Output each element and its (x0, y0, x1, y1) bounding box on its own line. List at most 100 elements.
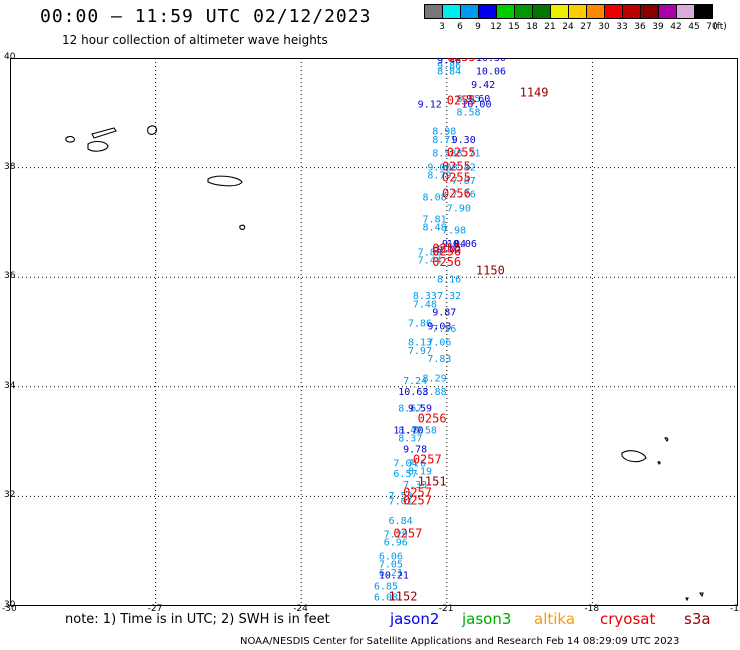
color-swatch (424, 4, 443, 19)
color-swatch (460, 4, 479, 19)
wave-height-label: 8.88 (423, 387, 447, 398)
longitude-tick-label: -21 (438, 604, 454, 614)
wave-height-label: 9.60 (466, 94, 490, 105)
color-scale-label: 3 (439, 22, 445, 32)
longitude-tick-label: -18 (584, 604, 600, 614)
wave-height-label: 7.97 (408, 346, 432, 357)
color-scale-label: 6 (457, 22, 463, 32)
track-id-label: 0255 (442, 159, 471, 173)
wave-height-label: 7.33 (403, 480, 427, 491)
color-scale-label: 36 (634, 22, 646, 32)
wave-height-label: 7.6 (408, 458, 426, 469)
latitude-tick-label: 34 (4, 380, 16, 391)
wave-height-label: 9.87 (432, 308, 456, 319)
color-swatch (622, 4, 641, 19)
color-swatch (568, 4, 587, 19)
color-scale-label: 33 (616, 22, 628, 32)
color-scale-label: 18 (526, 22, 538, 32)
wave-height-label: 10.63 (398, 387, 428, 398)
wave-height-label: 7.24 (403, 376, 427, 387)
track-id-label: 0256 (418, 411, 447, 425)
coastline (664, 437, 669, 442)
wave-height-label: 8.29 (423, 373, 447, 384)
legend-item-jason3: jason3 (462, 610, 512, 628)
wave-height-map: 9.868.848.988.718.589.008.798.087.818.48… (10, 58, 738, 606)
wave-height-label: 6.85 (374, 582, 398, 593)
map-title: 00:00 — 11:59 UTC 02/12/2023 (40, 6, 372, 27)
color-scale-label: 30 (598, 22, 610, 32)
wave-height-label: 8.19 (408, 466, 432, 477)
wave-height-label: 9.04 (442, 239, 466, 250)
coastline (91, 127, 117, 139)
wave-height-label: 10.30 (476, 58, 506, 64)
wave-height-label: 7.44 (418, 256, 442, 267)
wave-height-label: 11.70 (393, 425, 423, 436)
color-swatch (532, 4, 551, 19)
satellite-legend: jason2 jason3 altika cryosat s3a (390, 610, 735, 632)
track-id-label: 0256 (442, 187, 471, 201)
wave-height-label: 7.56 (432, 324, 456, 335)
wave-height-label: 9.12 (418, 99, 442, 110)
track-id-label: 0257 (413, 453, 442, 467)
wave-height-label: 8.42 (452, 162, 476, 173)
color-swatch (658, 4, 677, 19)
wave-height-label: 7.29 (384, 530, 408, 541)
wave-height-label: 7.90 (447, 203, 471, 214)
wave-height-label: 7.98 (442, 225, 466, 236)
wave-height-label: 6.57 (393, 469, 417, 480)
wave-height-label: 9.02 (437, 245, 461, 256)
coastline (621, 450, 647, 463)
wave-height-label: 7.05 (379, 560, 403, 571)
track-id-label: 0255 (447, 94, 476, 108)
track-id-label: 0257 (403, 494, 432, 508)
coastline (87, 141, 109, 152)
color-scale-label: 27 (580, 22, 592, 32)
wave-height-label: 7.86 (408, 319, 432, 330)
wave-height-label: 8.16 (437, 275, 461, 286)
track-id-label: 0257 (403, 485, 432, 499)
wave-height-label: 8.79 (427, 171, 451, 182)
wave-height-label: 6.06 (379, 551, 403, 562)
coastline (239, 224, 246, 230)
color-scale-label: 12 (490, 22, 502, 32)
wave-height-label: 10.06 (476, 66, 506, 77)
wave-height-label: 7.76 (452, 190, 476, 201)
wave-height-label: 8.98 (432, 127, 456, 138)
wave-height-label: 7.81 (423, 214, 447, 225)
coastline (207, 175, 243, 187)
color-scale-label: 39 (652, 22, 664, 32)
color-scale-label: 45 (688, 22, 700, 32)
wave-height-label: 7.48 (413, 299, 437, 310)
color-scale-label: 42 (670, 22, 682, 32)
wave-height-label: 9.03 (427, 321, 451, 332)
track-id-label: 1149 (520, 85, 549, 99)
longitude-tick-label: -24 (293, 604, 308, 614)
wave-height-label: 8.13 (408, 338, 432, 349)
wave-height-label: 9.46 (437, 58, 461, 66)
color-swatch (442, 4, 461, 19)
wave-height-label: 8.95 (457, 94, 481, 105)
latitude-tick-label: 36 (4, 271, 16, 282)
color-swatch (550, 4, 569, 19)
wave-height-label: 6.84 (389, 516, 413, 527)
coastline (147, 125, 157, 135)
latitude-tick-label: 32 (4, 490, 16, 501)
wave-height-label: 9.86 (437, 61, 461, 72)
color-swatch (604, 4, 623, 19)
wave-height-label: 9.00 (427, 162, 451, 173)
wave-height-label: 8.58 (413, 425, 437, 436)
wave-height-label: 7.04 (393, 458, 417, 469)
color-swatch (478, 4, 497, 19)
wave-height-label: 8.33 (413, 291, 437, 302)
legend-item-jason2: jason2 (390, 610, 440, 628)
color-scale-unit: (ft) (713, 22, 727, 32)
wave-height-label: 6.21 (379, 568, 403, 579)
wave-height-label: 9.42 (471, 80, 495, 91)
wave-height-label: 7.87 (452, 176, 476, 187)
color-scale-label: 70 (706, 22, 718, 32)
color-swatch (694, 4, 713, 19)
color-swatch (640, 4, 659, 19)
coastline (698, 592, 704, 598)
wave-height-label: 8.08 (423, 192, 447, 203)
wave-height-label: 6.96 (384, 538, 408, 549)
